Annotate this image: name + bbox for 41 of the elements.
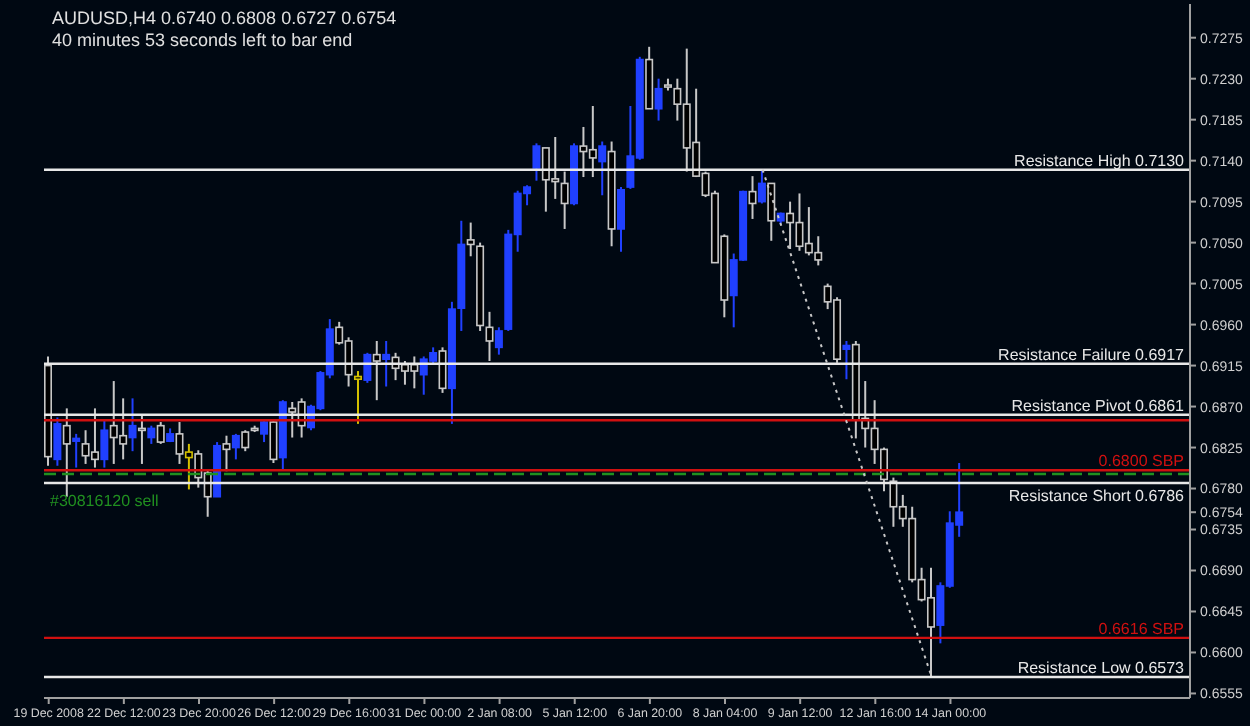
candlestick — [128, 397, 137, 453]
candlestick — [598, 140, 607, 197]
ref-line-label: Resistance High 0.7130 — [1014, 151, 1186, 170]
candlestick — [438, 346, 447, 394]
candlestick — [241, 429, 250, 453]
candlestick — [757, 168, 766, 205]
candlestick — [382, 339, 391, 388]
candlestick — [72, 432, 81, 469]
candlestick — [842, 339, 851, 381]
candlestick — [485, 310, 494, 363]
candlestick — [231, 432, 240, 461]
candlestick — [90, 407, 99, 469]
candlestick — [222, 434, 231, 473]
chart-title: AUDUSD,H4 0.6740 0.6808 0.6727 0.6754 — [52, 8, 397, 30]
candlestick — [100, 419, 109, 469]
candlestick — [156, 421, 165, 445]
ref-line-label: Resistance Failure 0.6917 — [998, 345, 1186, 364]
candlestick — [53, 416, 62, 467]
candlestick — [654, 77, 663, 122]
candlestick — [372, 339, 381, 402]
candlestick — [532, 142, 541, 182]
candlestick — [363, 351, 372, 384]
candlestick — [767, 182, 776, 242]
candlestick — [147, 424, 156, 445]
ref-line-label: 0.6616 SBP — [1098, 619, 1184, 638]
candlestick — [353, 370, 362, 425]
ref-line-label: 0.6800 SBP — [1098, 452, 1184, 471]
ref-line-label: Resistance Short 0.6786 — [1008, 487, 1186, 506]
ref-line-label: #30816120 sell — [50, 491, 159, 510]
candlestick — [137, 413, 146, 465]
candlestick — [466, 221, 475, 258]
ref-line-label: Resistance Pivot 0.6861 — [1011, 396, 1186, 415]
ref-line-label: Resistance Low 0.6573 — [1017, 659, 1186, 678]
text: 40 minutes 53 seconds left to bar end — [52, 30, 355, 52]
candlestick — [62, 407, 71, 498]
candlestick — [748, 175, 757, 220]
candlestick — [560, 170, 569, 230]
candlestick — [786, 200, 795, 250]
candlestick — [494, 326, 503, 356]
candlestick — [617, 186, 625, 253]
candlestick — [269, 419, 278, 465]
